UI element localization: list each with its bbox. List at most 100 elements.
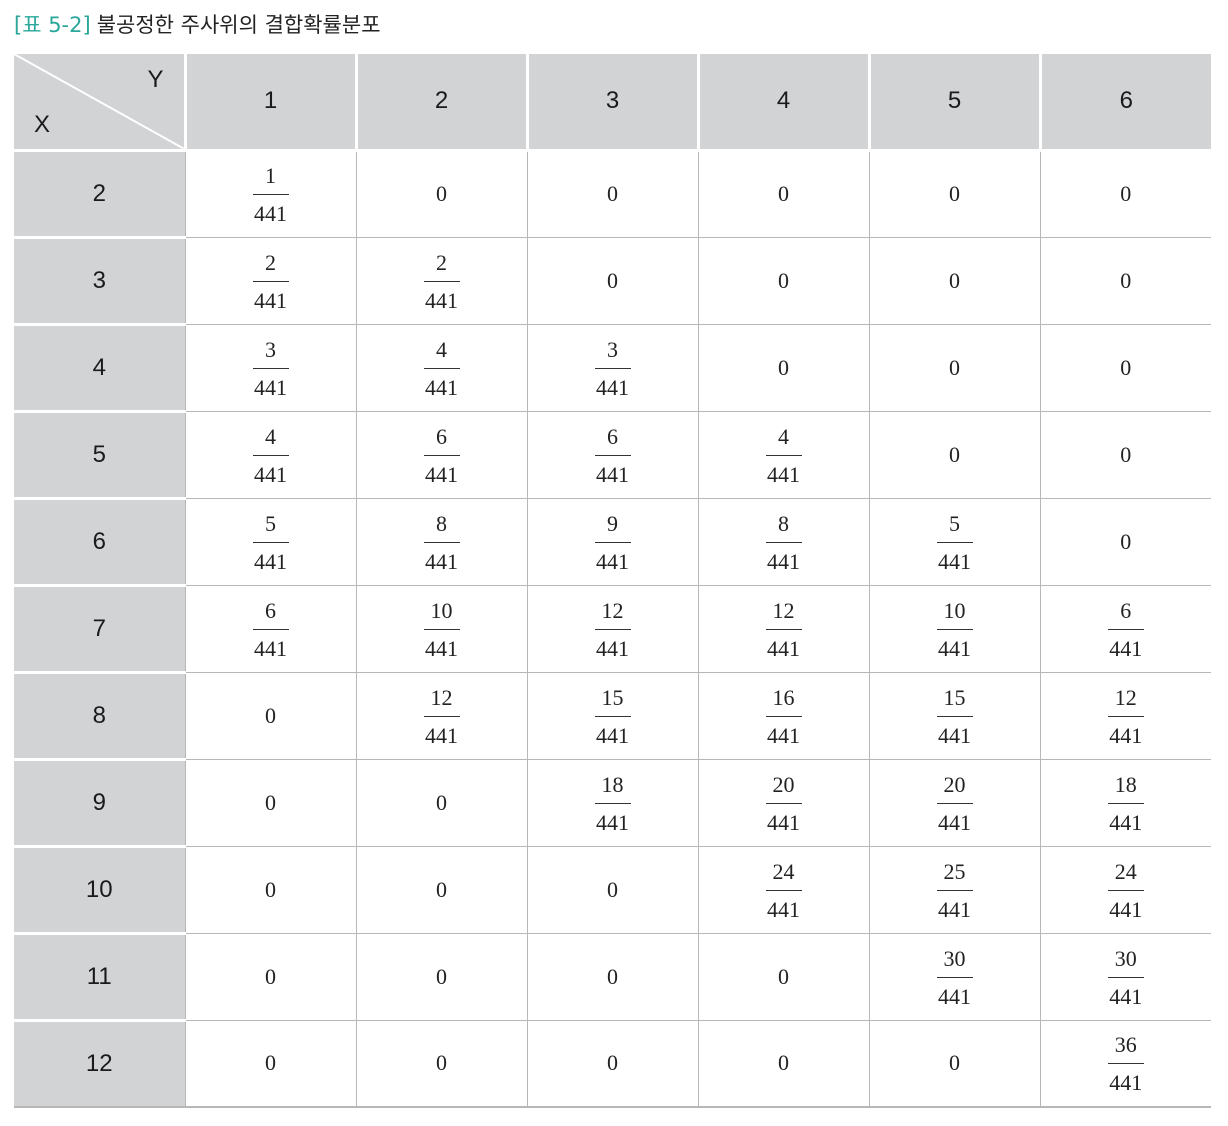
fraction-denominator: 441 <box>1109 983 1143 1009</box>
zero-value: 0 <box>436 876 447 902</box>
zero-value: 0 <box>949 441 960 467</box>
table-body: 2 1 441 0 0 0 0 0 3 2 441 2 441 0 0 0 0 4 3 441 4 441 3 441 0 0 0 5… <box>14 150 1211 1108</box>
fraction-denominator: 441 <box>767 722 800 748</box>
probability-cell: 1 441 <box>184 150 356 238</box>
fraction: 6 441 <box>251 599 290 660</box>
zero-value: 0 <box>607 267 618 293</box>
column-header-y1: 1 <box>183 54 356 152</box>
probability-cell: 0 <box>868 1020 1040 1108</box>
zero-value: 0 <box>1120 354 1132 380</box>
fraction: 20 441 <box>764 773 803 834</box>
fraction-bar <box>1107 802 1144 804</box>
fraction-bar <box>423 628 460 630</box>
fraction-denominator: 441 <box>938 722 971 748</box>
fraction: 3 441 <box>251 338 290 400</box>
probability-cell: 12 441 <box>697 585 869 673</box>
fraction: 10 441 <box>422 597 461 660</box>
zero-value: 0 <box>949 1050 960 1076</box>
fraction: 24 441 <box>1106 860 1145 922</box>
fraction-bar <box>423 715 460 717</box>
corner-y-label: Y <box>147 66 164 93</box>
fraction-bar <box>765 889 802 891</box>
probability-cell: 0 <box>1039 324 1211 412</box>
probability-cell: 0 <box>526 150 698 238</box>
fraction: 8 441 <box>764 512 803 573</box>
probability-cell: 12 441 <box>1039 672 1211 760</box>
fraction-denominator: 441 <box>938 896 971 922</box>
fraction-numerator: 10 <box>943 597 966 623</box>
fraction-denominator: 441 <box>938 809 971 835</box>
probability-cell: 0 <box>1039 150 1211 238</box>
fraction-numerator: 1 <box>265 163 276 188</box>
fraction-numerator: 36 <box>1114 1032 1137 1058</box>
row-header-x: 12 <box>14 1020 185 1108</box>
fraction-numerator: 12 <box>430 684 453 710</box>
probability-cell: 8 441 <box>697 498 869 586</box>
probability-cell: 0 <box>184 672 356 760</box>
fraction-denominator: 441 <box>596 374 629 400</box>
fraction-denominator: 441 <box>254 374 287 400</box>
table-row: 7 6 441 10 441 12 441 12 441 10 441 6 441 <box>14 585 1211 674</box>
fraction-denominator: 441 <box>1109 896 1143 922</box>
fraction: 30 441 <box>1106 947 1145 1009</box>
fraction: 36 441 <box>1106 1034 1145 1094</box>
fraction: 18 441 <box>1106 773 1145 834</box>
fraction-bar <box>594 802 631 804</box>
probability-cell: 0 <box>1039 237 1211 325</box>
fraction-bar <box>594 367 631 369</box>
fraction: 5 441 <box>251 512 290 573</box>
zero-value: 0 <box>607 181 618 206</box>
fraction-bar <box>594 454 631 456</box>
zero-value: 0 <box>778 181 789 206</box>
fraction-bar <box>423 454 460 456</box>
fraction-bar <box>1107 889 1144 891</box>
probability-cell: 0 <box>355 846 527 934</box>
fraction-numerator: 16 <box>772 684 795 710</box>
table-row: 11 0 0 0 0 30 441 30 441 <box>14 933 1211 1022</box>
probability-cell: 0 <box>697 237 869 325</box>
probability-cell: 0 <box>697 150 869 238</box>
fraction-numerator: 4 <box>778 423 789 449</box>
probability-cell: 24 441 <box>697 846 869 934</box>
column-header-y6: 6 <box>1038 54 1211 152</box>
fraction-bar <box>252 454 289 456</box>
fraction-denominator: 441 <box>767 896 800 922</box>
fraction-denominator: 441 <box>254 287 287 313</box>
fraction-numerator: 30 <box>943 945 966 971</box>
fraction-bar <box>423 280 460 282</box>
fraction: 30 441 <box>935 945 974 1009</box>
fraction-bar <box>765 454 802 456</box>
probability-cell: 2 441 <box>355 237 527 325</box>
table-caption: [표 5-2] 불공정한 주사위의 결합확률분포 <box>14 10 381 40</box>
fraction: 6 441 <box>593 425 632 487</box>
probability-cell: 0 <box>697 1020 869 1108</box>
zero-value: 0 <box>265 876 276 902</box>
fraction: 12 441 <box>593 599 632 660</box>
probability-cell: 10 441 <box>355 585 527 673</box>
probability-cell: 3 441 <box>184 324 356 412</box>
fraction-denominator: 441 <box>425 287 458 313</box>
fraction-bar <box>765 541 802 543</box>
fraction-denominator: 441 <box>425 548 458 574</box>
probability-cell: 0 <box>184 759 356 847</box>
probability-cell: 0 <box>184 846 356 934</box>
probability-cell: 0 <box>868 411 1040 499</box>
column-header-y3: 3 <box>525 54 698 152</box>
probability-cell: 20 441 <box>868 759 1040 847</box>
fraction-numerator: 10 <box>430 597 453 623</box>
fraction-bar <box>1107 628 1144 630</box>
fraction: 4 441 <box>251 425 290 486</box>
row-header-x: 10 <box>14 846 185 935</box>
zero-value: 0 <box>778 1050 789 1076</box>
fraction-denominator: 441 <box>938 983 971 1009</box>
row-header-x: 11 <box>14 933 185 1022</box>
probability-cell: 0 <box>526 933 698 1021</box>
fraction-numerator: 6 <box>436 423 447 449</box>
fraction-bar <box>252 367 289 369</box>
column-header-y5: 5 <box>867 54 1040 152</box>
zero-value: 0 <box>778 963 789 989</box>
fraction: 4 441 <box>422 338 461 399</box>
fraction-denominator: 441 <box>596 461 629 487</box>
fraction-bar <box>936 715 973 717</box>
probability-cell: 18 441 <box>526 759 698 847</box>
